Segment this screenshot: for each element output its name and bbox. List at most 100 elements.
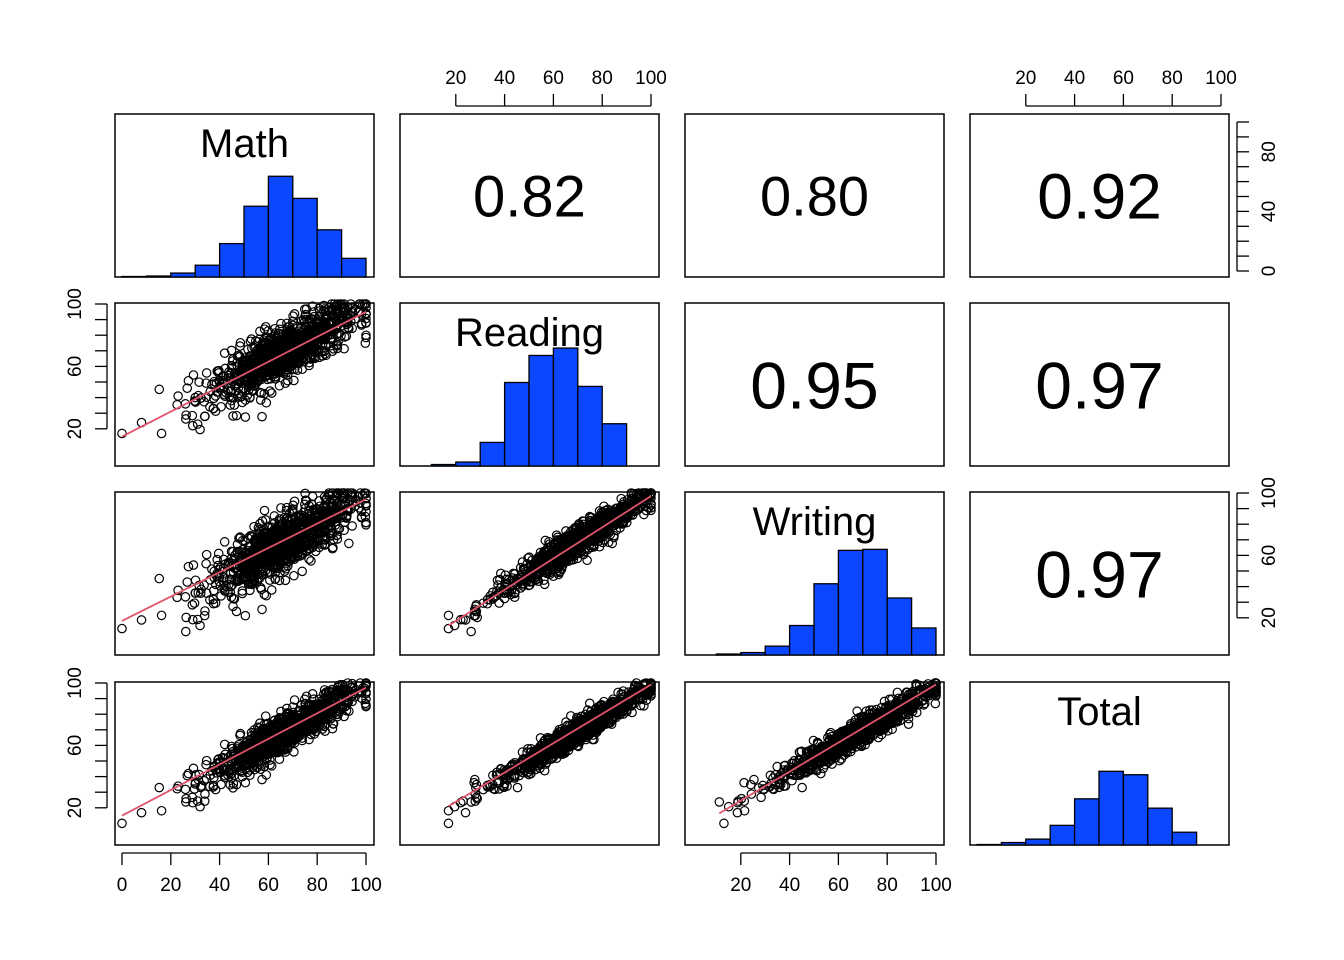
data-point <box>297 566 308 577</box>
data-point <box>627 488 637 499</box>
data-point <box>242 390 253 400</box>
data-point <box>180 399 191 409</box>
data-point <box>194 769 204 780</box>
data-point <box>192 614 203 625</box>
data-point <box>343 322 354 333</box>
data-point <box>231 606 242 617</box>
data-point <box>324 488 334 498</box>
data-point <box>181 612 191 623</box>
data-point <box>598 515 609 526</box>
data-point <box>228 601 238 612</box>
data-point <box>553 561 564 572</box>
data-point <box>344 538 354 549</box>
data-point <box>284 346 295 357</box>
data-point <box>478 598 489 608</box>
data-point <box>539 579 550 590</box>
data-point <box>548 560 559 570</box>
data-point <box>266 761 277 771</box>
data-point <box>262 374 273 385</box>
data-point <box>526 561 537 571</box>
data-point <box>336 331 346 341</box>
data-point <box>235 341 245 351</box>
data-point <box>361 520 371 530</box>
data-point <box>282 318 292 329</box>
data-point <box>300 311 310 321</box>
hist-bar-math <box>145 275 172 278</box>
data-point <box>298 513 308 523</box>
data-point <box>280 378 291 389</box>
data-point <box>634 498 644 508</box>
data-point <box>271 532 282 542</box>
data-point <box>249 577 260 587</box>
hist-bar-math <box>218 242 245 278</box>
data-point <box>181 410 191 420</box>
data-point <box>280 364 290 375</box>
data-point <box>232 357 243 367</box>
data-point <box>262 344 272 354</box>
data-point <box>592 532 602 542</box>
data-point <box>593 536 604 547</box>
data-point <box>347 521 357 531</box>
data-point <box>355 498 365 508</box>
data-point <box>330 520 341 530</box>
data-point <box>328 344 339 354</box>
panel-frame <box>969 302 1230 467</box>
hist-bar-reading <box>577 385 603 467</box>
hist-bar-writing <box>886 597 913 656</box>
data-point <box>646 505 656 516</box>
data-point <box>255 395 266 405</box>
data-point <box>640 488 650 498</box>
data-point <box>271 333 282 344</box>
correlation-value: 0.82 <box>473 164 586 229</box>
data-point <box>563 536 573 547</box>
data-point <box>183 561 194 572</box>
data-point <box>327 488 338 498</box>
data-point <box>297 525 308 536</box>
hist-bar-writing <box>740 651 766 656</box>
data-point <box>318 305 329 316</box>
data-point <box>257 411 267 422</box>
panel-math-total: 0.92 <box>969 113 1230 278</box>
data-point <box>195 424 205 435</box>
hist-bar-math <box>292 197 318 278</box>
data-point <box>280 554 290 564</box>
data-point <box>309 353 320 364</box>
data-point <box>231 410 242 421</box>
data-point <box>274 575 285 586</box>
data-point <box>188 370 199 380</box>
data-point <box>297 550 308 560</box>
variable-label-writing: Writing <box>753 500 877 544</box>
data-point <box>257 604 267 615</box>
data-point <box>265 386 275 396</box>
data-point <box>210 406 221 417</box>
data-point <box>240 610 251 621</box>
data-point <box>223 370 234 381</box>
data-point <box>311 316 322 327</box>
fit-line <box>121 498 367 622</box>
data-point <box>293 511 304 522</box>
data-point <box>325 511 336 522</box>
data-point <box>542 551 553 561</box>
panel-reading-total: 0.97 <box>969 302 1230 467</box>
data-point <box>339 343 349 354</box>
data-point <box>261 590 272 601</box>
hist-bar-reading <box>601 423 628 467</box>
correlation-value: 0.92 <box>1037 161 1162 233</box>
data-point <box>274 380 285 391</box>
data-point <box>289 570 299 581</box>
data-point <box>360 338 371 348</box>
hist-bar-reading <box>455 461 481 467</box>
data-point <box>586 512 597 523</box>
data-point <box>237 535 248 546</box>
data-point <box>235 532 246 543</box>
data-point <box>229 550 240 561</box>
data-point <box>245 531 256 541</box>
data-point <box>190 588 200 598</box>
hist-bar-reading <box>528 354 555 467</box>
data-point <box>190 397 201 407</box>
data-point <box>199 610 210 621</box>
data-point <box>310 352 321 362</box>
data-point <box>259 505 270 516</box>
data-point <box>526 573 536 583</box>
data-point <box>266 585 277 595</box>
